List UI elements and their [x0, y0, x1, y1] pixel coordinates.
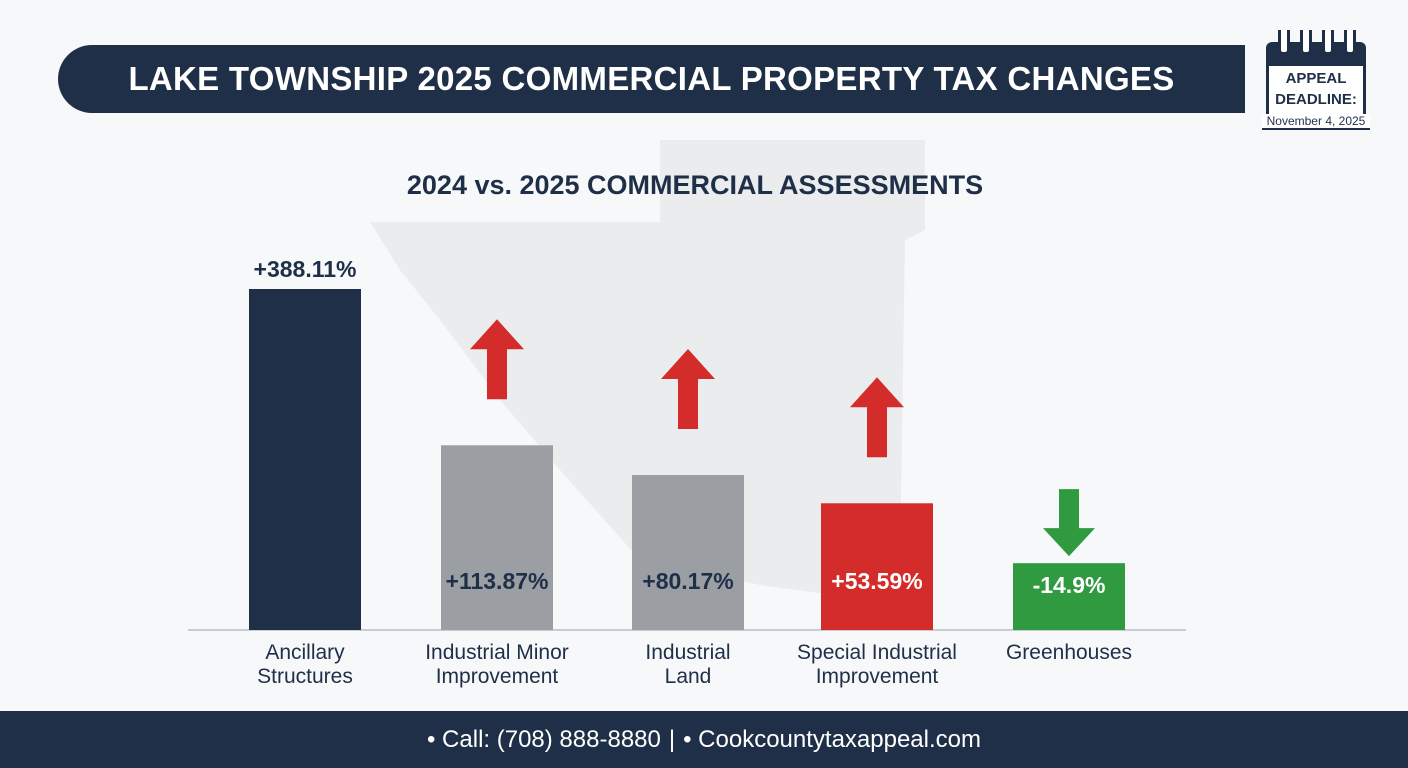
chart-title: 2024 vs. 2025 COMMERCIAL ASSESSMENTS: [406, 170, 984, 200]
arrow-up-icon: [661, 349, 715, 430]
category-label: Improvement: [436, 665, 559, 688]
deadline-label-2: DEADLINE:: [1275, 91, 1357, 108]
map-background: [370, 140, 925, 600]
bar: [441, 445, 553, 630]
footer-bar: • Call: (708) 888-8880 | • Cookcountytax…: [0, 711, 1408, 768]
arrow-up-icon: [850, 377, 904, 458]
category-label: Improvement: [816, 665, 939, 688]
bar: [1013, 563, 1125, 630]
deadline-label-1: APPEAL: [1285, 70, 1347, 87]
category-label: Land: [665, 665, 712, 688]
bar: [632, 475, 744, 630]
page-title: LAKE TOWNSHIP 2025 COMMERCIAL PROPERTY T…: [128, 60, 1175, 97]
data-label: -14.9%: [1033, 572, 1106, 598]
title-banner: LAKE TOWNSHIP 2025 COMMERCIAL PROPERTY T…: [58, 45, 1245, 113]
arrow-down-icon: [1043, 489, 1095, 557]
arrow-up-icon: [470, 319, 524, 400]
category-label: Greenhouses: [1006, 641, 1132, 664]
category-label: Industrial Minor: [425, 641, 569, 664]
data-label: +80.17%: [642, 568, 733, 594]
calendar-icon: APPEAL DEADLINE: November 4, 2025: [1262, 30, 1370, 134]
data-label: +113.87%: [446, 568, 549, 594]
category-label: Structures: [257, 665, 353, 688]
data-label: +53.59%: [831, 568, 922, 594]
category-label: Ancillary: [265, 641, 345, 664]
bar: [249, 289, 361, 630]
bar: [821, 503, 933, 630]
calendar-ring-icon: [1344, 30, 1356, 55]
separator: |: [668, 725, 676, 753]
category-label: Special Industrial: [797, 641, 957, 664]
category-label: Industrial: [645, 641, 730, 664]
website-link[interactable]: • Cookcountytaxappeal.com: [683, 725, 981, 753]
calendar-ring-icon: [1300, 30, 1312, 55]
deadline-date: November 4, 2025: [1262, 114, 1370, 130]
data-label: +388.11%: [254, 256, 357, 282]
calendar-ring-icon: [1278, 30, 1290, 55]
calendar-ring-icon: [1322, 30, 1334, 55]
phone-contact[interactable]: • Call: (708) 888-8880: [426, 725, 661, 753]
